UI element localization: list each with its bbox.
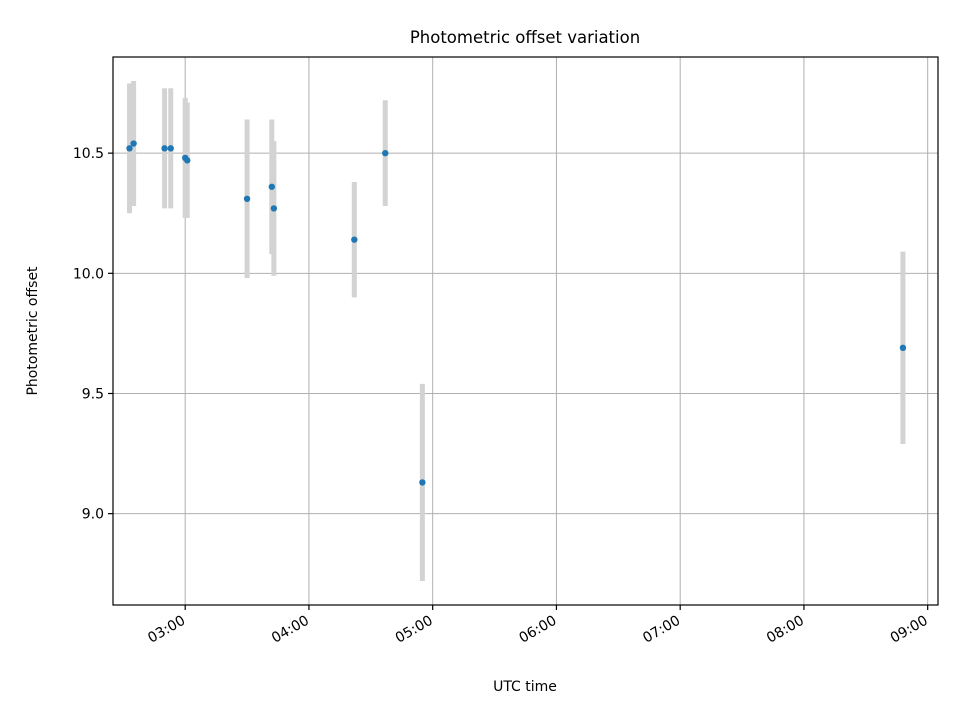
chart-title: Photometric offset variation [410,28,640,47]
data-point [270,205,278,212]
data-point [167,145,174,152]
y-axis-label: Photometric offset [25,266,41,396]
x-tick-label: 09:00 [888,613,931,647]
x-tick-label: 04:00 [269,613,312,647]
x-tick-label: 08:00 [764,613,807,647]
x-tick-label: 07:00 [640,613,683,647]
data-point [899,344,907,352]
data-point [161,145,168,152]
data-point [382,149,389,157]
tick-layer: 03:00 04:00 05:00 06:00 07:00 08:00 09:00 9.0 9.… [73,146,931,647]
data-point [268,183,276,190]
data-point [184,157,191,164]
y-tick-label: 10.0 [73,266,104,282]
x-tick-label: 06:00 [516,613,559,647]
data-point [130,140,137,147]
y-tick-label: 10.5 [73,146,104,162]
point-layer [126,140,907,486]
grid-layer [113,57,938,605]
x-tick-label: 05:00 [393,613,436,647]
data-point [126,145,133,152]
y-tick-label: 9.0 [82,507,104,523]
data-point [419,479,426,486]
y-tick-label: 9.5 [82,386,104,402]
plot-frame [112,56,939,606]
data-point [351,236,358,243]
x-tick-label: 03:00 [145,613,188,647]
data-point [243,195,251,203]
x-axis-label: UTC time [493,679,557,695]
errorbar-layer [127,81,906,581]
